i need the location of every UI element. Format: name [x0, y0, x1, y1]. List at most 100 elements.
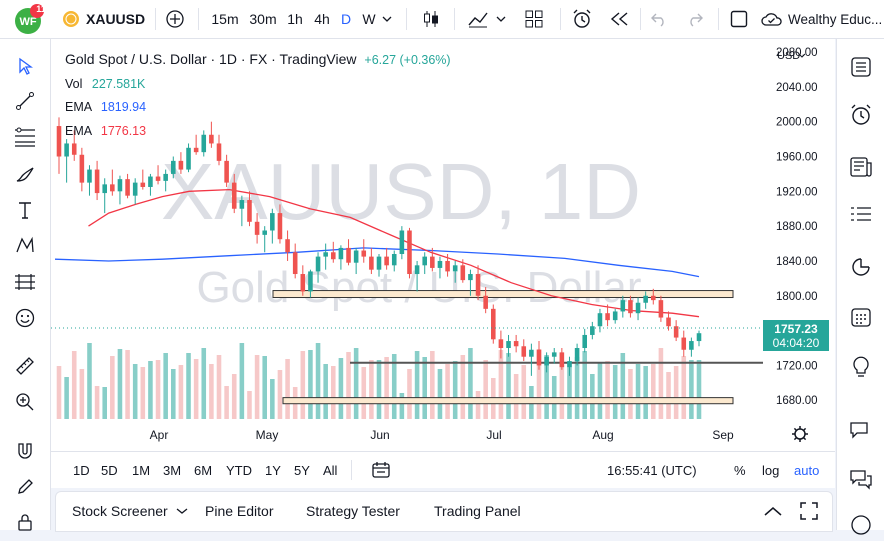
interval-4h[interactable]: 4h — [314, 11, 330, 27]
volume-bar — [399, 393, 405, 419]
maximize-panel-button[interactable] — [800, 492, 818, 530]
candle — [369, 247, 374, 275]
cursor-tool[interactable] — [10, 51, 40, 81]
indicator-ema-2[interactable]: EMA 1776.13 — [65, 124, 146, 138]
ideas-button[interactable] — [845, 199, 877, 231]
layout-button[interactable] — [520, 0, 548, 38]
time-tick-label: Aug — [592, 428, 613, 442]
indicators-button[interactable] — [464, 0, 492, 38]
alerts-button[interactable] — [845, 99, 877, 131]
candle — [696, 330, 702, 347]
candle — [475, 265, 481, 301]
volume-bar — [635, 364, 641, 419]
range-5d[interactable]: 5D — [101, 462, 118, 478]
interval-1h[interactable]: 1h — [287, 11, 303, 27]
range-1m[interactable]: 1M — [132, 462, 151, 478]
undo-icon — [651, 13, 664, 27]
layout-name-button[interactable]: Wealthy Educ... — [760, 0, 882, 38]
fib-tool[interactable] — [10, 122, 40, 152]
interval-d[interactable]: D — [340, 11, 352, 27]
volume-bar — [56, 366, 62, 419]
tab-pine-editor[interactable]: Pine Editor — [205, 503, 274, 519]
redo-button[interactable] — [682, 0, 708, 38]
drawing-toolbar — [0, 39, 51, 531]
chart-pane[interactable]: XAUUSD, 1D Gold Spot / U.S. Dollar 1680.… — [51, 39, 835, 451]
time-tick-label: Jun — [370, 428, 389, 442]
news-button[interactable] — [845, 151, 877, 183]
watchlist-button[interactable] — [845, 51, 877, 83]
price-axis[interactable]: 1680.00 1720.00 1800.00 1840.00 1880.00 1920.… — [776, 47, 818, 407]
candle-body — [491, 308, 496, 340]
chart-settings-gear[interactable] — [792, 426, 808, 442]
icon-tool[interactable] — [10, 303, 40, 333]
chats-button[interactable] — [845, 415, 877, 447]
zoom-tool[interactable] — [10, 387, 40, 417]
log-toggle[interactable]: log — [762, 462, 780, 478]
indicator-ema-1[interactable]: EMA 1819.94 — [65, 100, 146, 114]
candle — [574, 343, 580, 366]
measure-tool[interactable] — [10, 351, 40, 381]
interval-30m[interactable]: 30m — [249, 11, 277, 27]
resistance-zone — [272, 290, 734, 299]
symbol-search[interactable]: XAUUSD — [62, 0, 145, 38]
avatar-button[interactable]: WF 11 — [8, 0, 48, 38]
tab-stock-screener[interactable]: Stock Screener — [72, 492, 188, 530]
undo-button[interactable] — [646, 0, 672, 38]
tab-trading-panel[interactable]: Trading Panel — [434, 503, 521, 519]
goto-date-button[interactable] — [371, 452, 391, 488]
candle-body — [277, 213, 283, 240]
volume-bar — [247, 391, 252, 419]
interval-dropdown[interactable] — [380, 0, 394, 38]
candle — [361, 239, 367, 263]
hotlists-button[interactable] — [845, 251, 877, 283]
public-chats-button[interactable] — [845, 463, 877, 495]
currency-selector[interactable]: USD — [777, 50, 800, 62]
candle — [163, 169, 168, 192]
indicators-dropdown[interactable] — [494, 0, 508, 38]
magnet-tool[interactable] — [10, 436, 40, 466]
alert-button[interactable] — [568, 0, 596, 38]
range-ytd[interactable]: YTD — [226, 462, 252, 478]
cursor-icon — [19, 57, 33, 75]
indicator-value: 1776.13 — [100, 124, 147, 138]
candle-body — [498, 339, 504, 349]
replay-button[interactable] — [606, 0, 634, 38]
text-tool[interactable] — [10, 195, 40, 225]
time-axis[interactable]: Apr May Jun Jul Aug Sep — [150, 428, 734, 442]
indicator-volume[interactable]: Vol 227.581K — [65, 77, 145, 91]
chart-type-button[interactable] — [418, 0, 444, 38]
brush-tool[interactable] — [10, 159, 40, 189]
redo-icon — [690, 13, 703, 27]
forecast-tool[interactable] — [10, 267, 40, 297]
range-1d[interactable]: 1D — [73, 462, 90, 478]
calendar-range-icon — [372, 462, 390, 478]
range-5y[interactable]: 5Y — [294, 462, 310, 478]
auto-toggle[interactable]: auto — [794, 462, 820, 478]
help-button[interactable] — [845, 509, 877, 541]
tab-strategy-tester[interactable]: Strategy Tester — [306, 503, 400, 519]
trendline-tool[interactable] — [10, 86, 40, 116]
interval-w[interactable]: W — [362, 11, 376, 27]
range-1y[interactable]: 1Y — [265, 462, 281, 478]
range-3m[interactable]: 3M — [163, 462, 182, 478]
clock[interactable]: 16:55:41 (UTC) — [607, 462, 697, 478]
interval-15m[interactable]: 15m — [211, 11, 239, 27]
range-6m[interactable]: 6M — [194, 462, 213, 478]
price-chart[interactable]: XAUUSD, 1D Gold Spot / U.S. Dollar 1680.… — [51, 39, 835, 451]
candle-body — [247, 200, 252, 222]
pattern-tool[interactable] — [10, 230, 40, 260]
compare-button[interactable] — [162, 0, 188, 38]
percent-toggle[interactable]: % — [734, 462, 746, 478]
fullscreen-select-button[interactable] — [726, 0, 752, 38]
stay-drawing-tool[interactable] — [10, 472, 40, 502]
legend-change: +6.27 (+0.36%) — [364, 53, 451, 67]
candle — [186, 143, 191, 173]
calendar-icon — [851, 308, 871, 327]
collapse-panel-button[interactable] — [764, 492, 782, 530]
lock-drawings-tool[interactable] — [10, 507, 40, 537]
range-all[interactable]: All — [323, 462, 338, 478]
volume-bar — [422, 357, 427, 419]
tips-button[interactable] — [845, 351, 877, 383]
calendar-button[interactable] — [845, 301, 877, 333]
gold-coin-icon — [63, 11, 79, 27]
